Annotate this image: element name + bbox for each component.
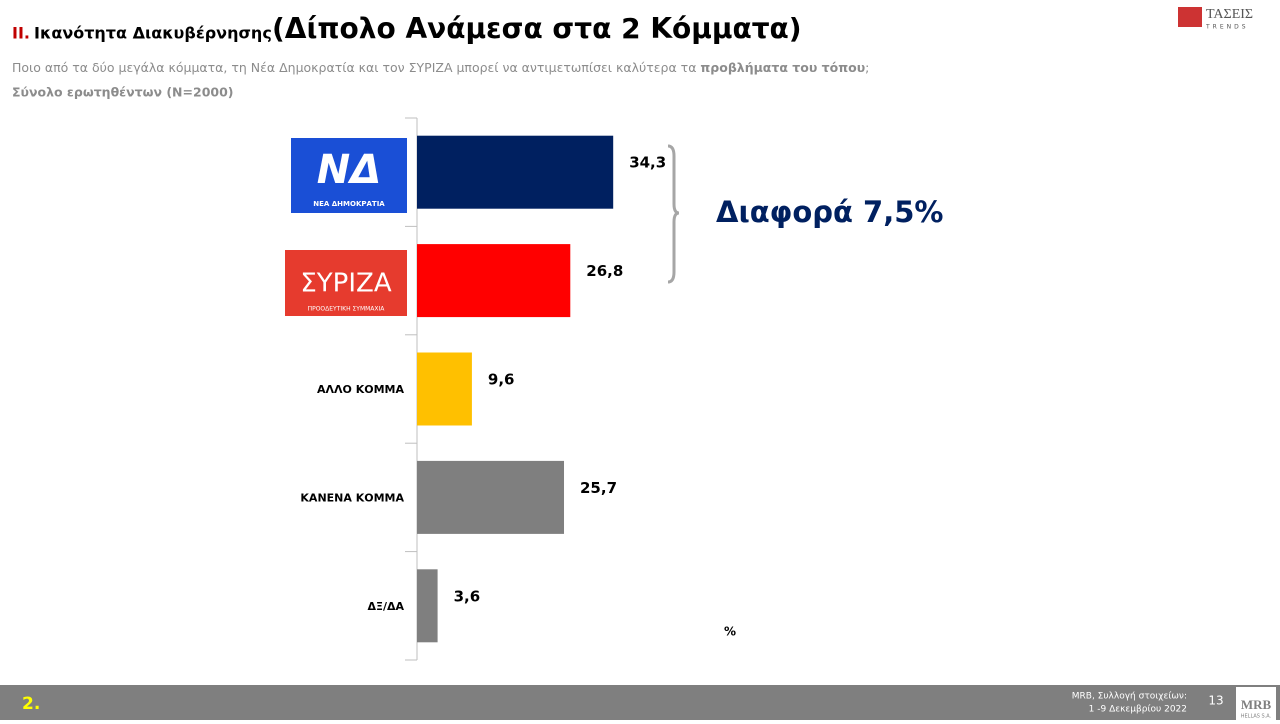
annotation: Διαφορά 7,5% (716, 195, 943, 229)
title-large: (Δίπολο Ανάμεσα στα 2 Κόμματα) (272, 12, 802, 45)
page-number: 13 (1208, 694, 1223, 708)
value-label: 9,6 (488, 371, 515, 389)
base: Σύνολο ερωτηθέντων (N=2000) (12, 85, 234, 100)
nd-mark: ΝΔ (317, 147, 381, 193)
company-sub: HELLAS S.A. (1241, 714, 1272, 720)
category-label: ΝΕΑ ΔΗΜΟΚΡΑΤΙΑ (313, 200, 385, 208)
bar (417, 352, 472, 426)
value-label: 34,3 (629, 154, 666, 172)
bracket (667, 144, 680, 284)
title: Ικανότητα Διακυβέρνησης (34, 24, 272, 43)
category-label: ΣΥΡΙΖΑ (300, 269, 391, 299)
category-label: ΚΑΝΕΝΑ ΚΟΜΜΑ (300, 491, 404, 504)
brand-icon (1178, 7, 1202, 27)
syriza-tagline: ΠΡΟΟΔΕΥΤΙΚΗ ΣΥΜΜΑΧΙΑ (308, 306, 386, 313)
bar (417, 244, 571, 318)
question: Ποιο από τα δύο μεγάλα κόμματα, τη Νέα Δ… (12, 60, 869, 75)
value-label: 25,7 (580, 479, 617, 497)
category-label: ΔΞ/ΔΑ (367, 600, 404, 613)
brand-sub: TRENDS (1205, 24, 1249, 31)
question-bold: προβλήματα του τόπου (700, 60, 865, 75)
company-logo (1236, 687, 1276, 720)
source-line2: 1 -9 Δεκεμβρίου 2022 (1089, 705, 1187, 715)
brand: ΤΑΣΕΙΣ (1206, 7, 1253, 22)
bar (417, 135, 614, 209)
question-text: Ποιο από τα δύο μεγάλα κόμματα, τη Νέα Δ… (12, 60, 696, 75)
category-label: ΑΛΛΟ ΚΟΜΜΑ (317, 383, 404, 396)
nd-logo (291, 138, 407, 213)
bar (417, 569, 438, 643)
unit: % (724, 625, 736, 639)
bar (417, 460, 565, 534)
value-label: 3,6 (454, 587, 481, 605)
slide-label: 2. (22, 694, 40, 714)
section-number: II. (12, 24, 30, 43)
value-label: 26,8 (586, 262, 623, 280)
company: MRB (1241, 697, 1272, 712)
syriza-logo (285, 250, 407, 316)
question-end: ; (865, 60, 869, 75)
source-line1: MRB, Συλλογή στοιχείων: (1072, 692, 1187, 702)
footer-band (0, 685, 1280, 720)
